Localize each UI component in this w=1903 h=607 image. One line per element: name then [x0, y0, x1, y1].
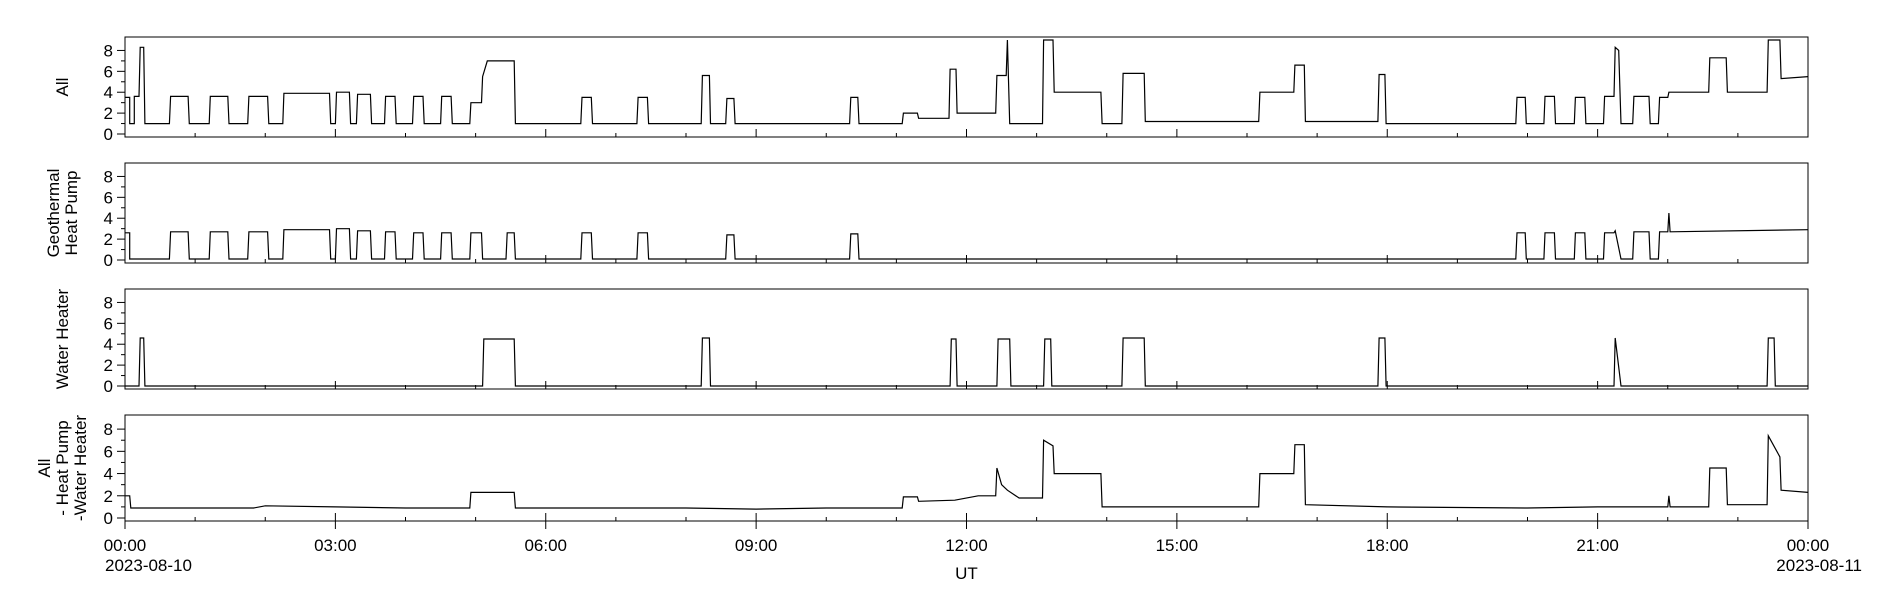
series-line: [125, 337, 1808, 387]
y-tick-label: 2: [104, 230, 113, 249]
x-tick-label: 21:00: [1576, 536, 1619, 555]
y-tick-label: 6: [104, 188, 113, 207]
x-axis: 00:00 03:00 06:00 09:00 12:00 15:00 18:00 21:00…: [104, 521, 1862, 583]
y-axis-label: All: [53, 78, 72, 97]
y-axis-label: - Heat Pump: [53, 420, 72, 515]
y-tick-label: 4: [104, 465, 113, 484]
y-tick-label: 6: [104, 442, 113, 461]
y-tick-label: 8: [104, 41, 113, 60]
x-tick-label: 18:00: [1366, 536, 1409, 555]
y-tick-label: 8: [104, 420, 113, 439]
y-tick-label: 6: [104, 62, 113, 81]
x-tick-label: 00:00: [104, 536, 147, 555]
x-tick-label: 09:00: [735, 536, 778, 555]
series-line: [125, 433, 1809, 510]
panels-group: 0 2 4 6 8 All 0 2 4 6 8 Geothermal Heat Pump 0 2 4 6 8 Wat…: [35, 36, 1809, 528]
y-axis-label: All: [35, 459, 54, 478]
panel-2: 0 2 4 6 8 Geothermal Heat Pump: [44, 162, 1809, 270]
y-axis-label: Water Heater: [53, 288, 72, 389]
y-tick-label: 0: [104, 509, 113, 528]
panel-4: 0 2 4 6 8 All - Heat Pump -Water Heater: [35, 414, 1809, 528]
x-tick-label: 00:00: [1787, 536, 1830, 555]
y-tick-label: 0: [104, 251, 113, 270]
y-axis-label: Geothermal: [44, 169, 63, 258]
y-axis-label: Heat Pump: [62, 170, 81, 255]
panel-1: 0 2 4 6 8 All: [53, 36, 1809, 144]
x-tick-label: 06:00: [524, 536, 567, 555]
y-tick-label: 2: [104, 104, 113, 123]
y-tick-label: 4: [104, 335, 113, 354]
y-tick-label: 2: [104, 487, 113, 506]
y-axis-label: -Water Heater: [71, 415, 90, 521]
series-line: [125, 39, 1809, 125]
panel-3: 0 2 4 6 8 Water Heater: [53, 288, 1809, 396]
y-tick-label: 0: [104, 125, 113, 144]
y-tick-label: 2: [104, 356, 113, 375]
x-tick-label: 12:00: [945, 536, 988, 555]
y-tick-label: 4: [104, 209, 113, 228]
y-tick-label: 0: [104, 377, 113, 396]
y-tick-label: 8: [104, 293, 113, 312]
x-date-label-end: 2023-08-11: [1776, 556, 1862, 575]
x-date-label-start: 2023-08-10: [105, 556, 192, 575]
x-tick-label: 03:00: [314, 536, 357, 555]
y-tick-label: 6: [104, 314, 113, 333]
y-tick-label: 8: [104, 167, 113, 186]
x-axis-title: UT: [955, 564, 978, 583]
x-tick-label: 15:00: [1156, 536, 1199, 555]
y-tick-label: 4: [104, 83, 113, 102]
series-line: [125, 212, 1809, 260]
